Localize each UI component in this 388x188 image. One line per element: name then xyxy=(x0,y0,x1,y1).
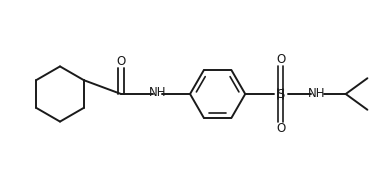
Text: O: O xyxy=(116,55,126,68)
Text: NH: NH xyxy=(149,86,166,99)
Text: O: O xyxy=(276,53,285,66)
Text: NH: NH xyxy=(307,86,325,99)
Text: S: S xyxy=(277,87,285,101)
Text: O: O xyxy=(276,122,285,135)
